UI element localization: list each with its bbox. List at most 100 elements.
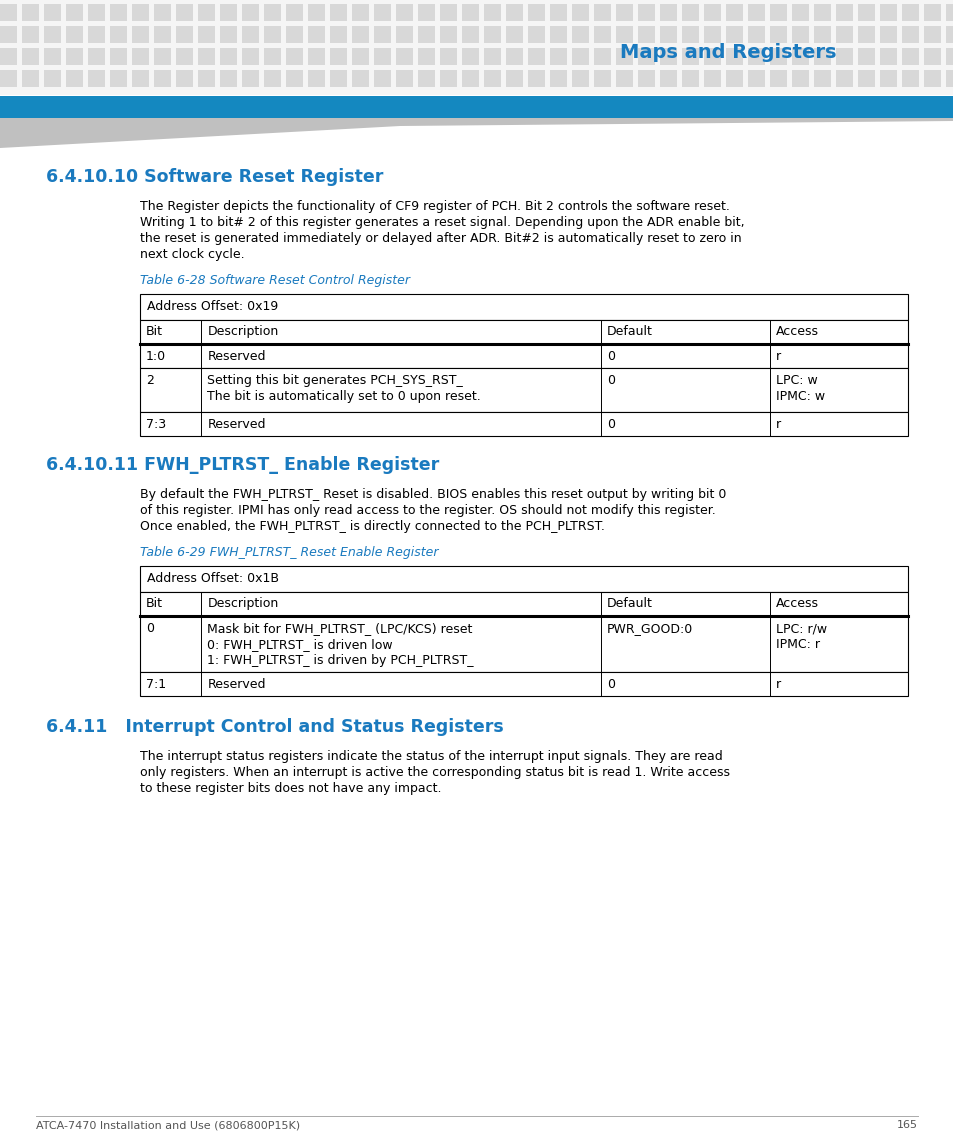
Text: only registers. When an interrupt is active the corresponding status bit is read: only registers. When an interrupt is act… [140,766,729,779]
Bar [550,70,566,87]
Bar [220,70,236,87]
Text: Once enabled, the FWH_PLTRST_ is directly connected to the PCH_PLTRST.: Once enabled, the FWH_PLTRST_ is directl… [140,520,604,534]
Bar [175,48,193,65]
Bar [264,48,281,65]
Bar [439,3,456,21]
Text: Mask bit for FWH_PLTRST_ (LPC/KCS) reset: Mask bit for FWH_PLTRST_ (LPC/KCS) reset [207,622,473,635]
Text: Description: Description [207,325,278,338]
Text: Bit: Bit [146,325,163,338]
Bar [791,3,808,21]
Bar [483,70,500,87]
Text: 1:0: 1:0 [146,350,166,363]
Bar [22,3,39,21]
Bar [66,3,83,21]
Bar [483,26,500,44]
Bar [439,26,456,44]
Bar [638,26,655,44]
Bar [374,26,391,44]
Bar [835,48,852,65]
Text: r: r [775,350,781,363]
Text: Description: Description [207,597,278,610]
Bar [286,3,303,21]
Bar [747,70,764,87]
Text: Table 6-28 Software Reset Control Register: Table 6-28 Software Reset Control Regist… [140,274,410,287]
Bar [88,70,105,87]
Bar [483,48,500,65]
Bar [638,48,655,65]
Bar [22,70,39,87]
Bar [461,26,478,44]
Bar [242,26,258,44]
Bar [88,48,105,65]
Bar [681,48,699,65]
Bar [527,48,544,65]
Bar [395,3,413,21]
Text: 0: 0 [146,622,153,635]
Bar [857,26,874,44]
Bar [769,3,786,21]
Polygon shape [0,118,953,148]
Bar [132,26,149,44]
Bar [945,3,953,21]
Bar [813,26,830,44]
Text: 1: FWH_PLTRST_ is driven by PCH_PLTRST_: 1: FWH_PLTRST_ is driven by PCH_PLTRST_ [207,654,474,668]
Text: Address Offset: 0x1B: Address Offset: 0x1B [147,572,278,585]
Bar [923,3,940,21]
Bar [198,26,214,44]
Text: Default: Default [606,597,652,610]
Bar [110,3,127,21]
Bar [638,70,655,87]
Bar [220,3,236,21]
Text: 0: 0 [606,678,614,690]
Text: 6.4.11   Interrupt Control and Status Registers: 6.4.11 Interrupt Control and Status Regi… [46,718,503,736]
Bar [659,48,677,65]
Text: 0: 0 [606,350,614,363]
Bar [140,616,907,672]
Bar [703,48,720,65]
Bar [0,96,953,118]
Text: The Register depicts the functionality of CF9 register of PCH. Bit 2 controls th: The Register depicts the functionality o… [140,200,729,213]
Text: LPC: w: LPC: w [775,374,817,387]
Bar [132,48,149,65]
Bar [703,70,720,87]
Text: 6.4.10.10 Software Reset Register: 6.4.10.10 Software Reset Register [46,168,383,185]
Bar [374,70,391,87]
Bar [813,3,830,21]
Bar [286,70,303,87]
Text: PWR_GOOD:0: PWR_GOOD:0 [606,622,692,635]
Bar [879,48,896,65]
Bar [747,48,764,65]
Bar [505,70,522,87]
Bar [0,48,17,65]
Bar [791,48,808,65]
Bar [813,70,830,87]
Bar [857,70,874,87]
Text: the reset is generated immediately or delayed after ADR. Bit#2 is automatically : the reset is generated immediately or de… [140,232,740,245]
Bar [0,118,953,1145]
Polygon shape [0,118,953,148]
Bar [572,70,588,87]
Bar [242,3,258,21]
Text: 0: 0 [606,374,614,387]
Bar [417,48,435,65]
Bar [286,48,303,65]
Bar [352,26,369,44]
Bar [308,70,325,87]
Bar [769,26,786,44]
Text: 0: 0 [606,418,614,431]
Text: Default: Default [606,325,652,338]
Bar [110,48,127,65]
Bar [0,26,17,44]
Text: 0: FWH_PLTRST_ is driven low: 0: FWH_PLTRST_ is driven low [207,638,393,652]
Text: The bit is automatically set to 0 upon reset.: The bit is automatically set to 0 upon r… [207,390,480,403]
Bar [352,3,369,21]
Bar [198,70,214,87]
Bar [140,672,907,696]
Bar [308,48,325,65]
Bar [703,3,720,21]
Bar [659,70,677,87]
Bar [140,566,907,592]
Bar [527,3,544,21]
Text: next clock cycle.: next clock cycle. [140,248,244,261]
Bar [594,26,610,44]
